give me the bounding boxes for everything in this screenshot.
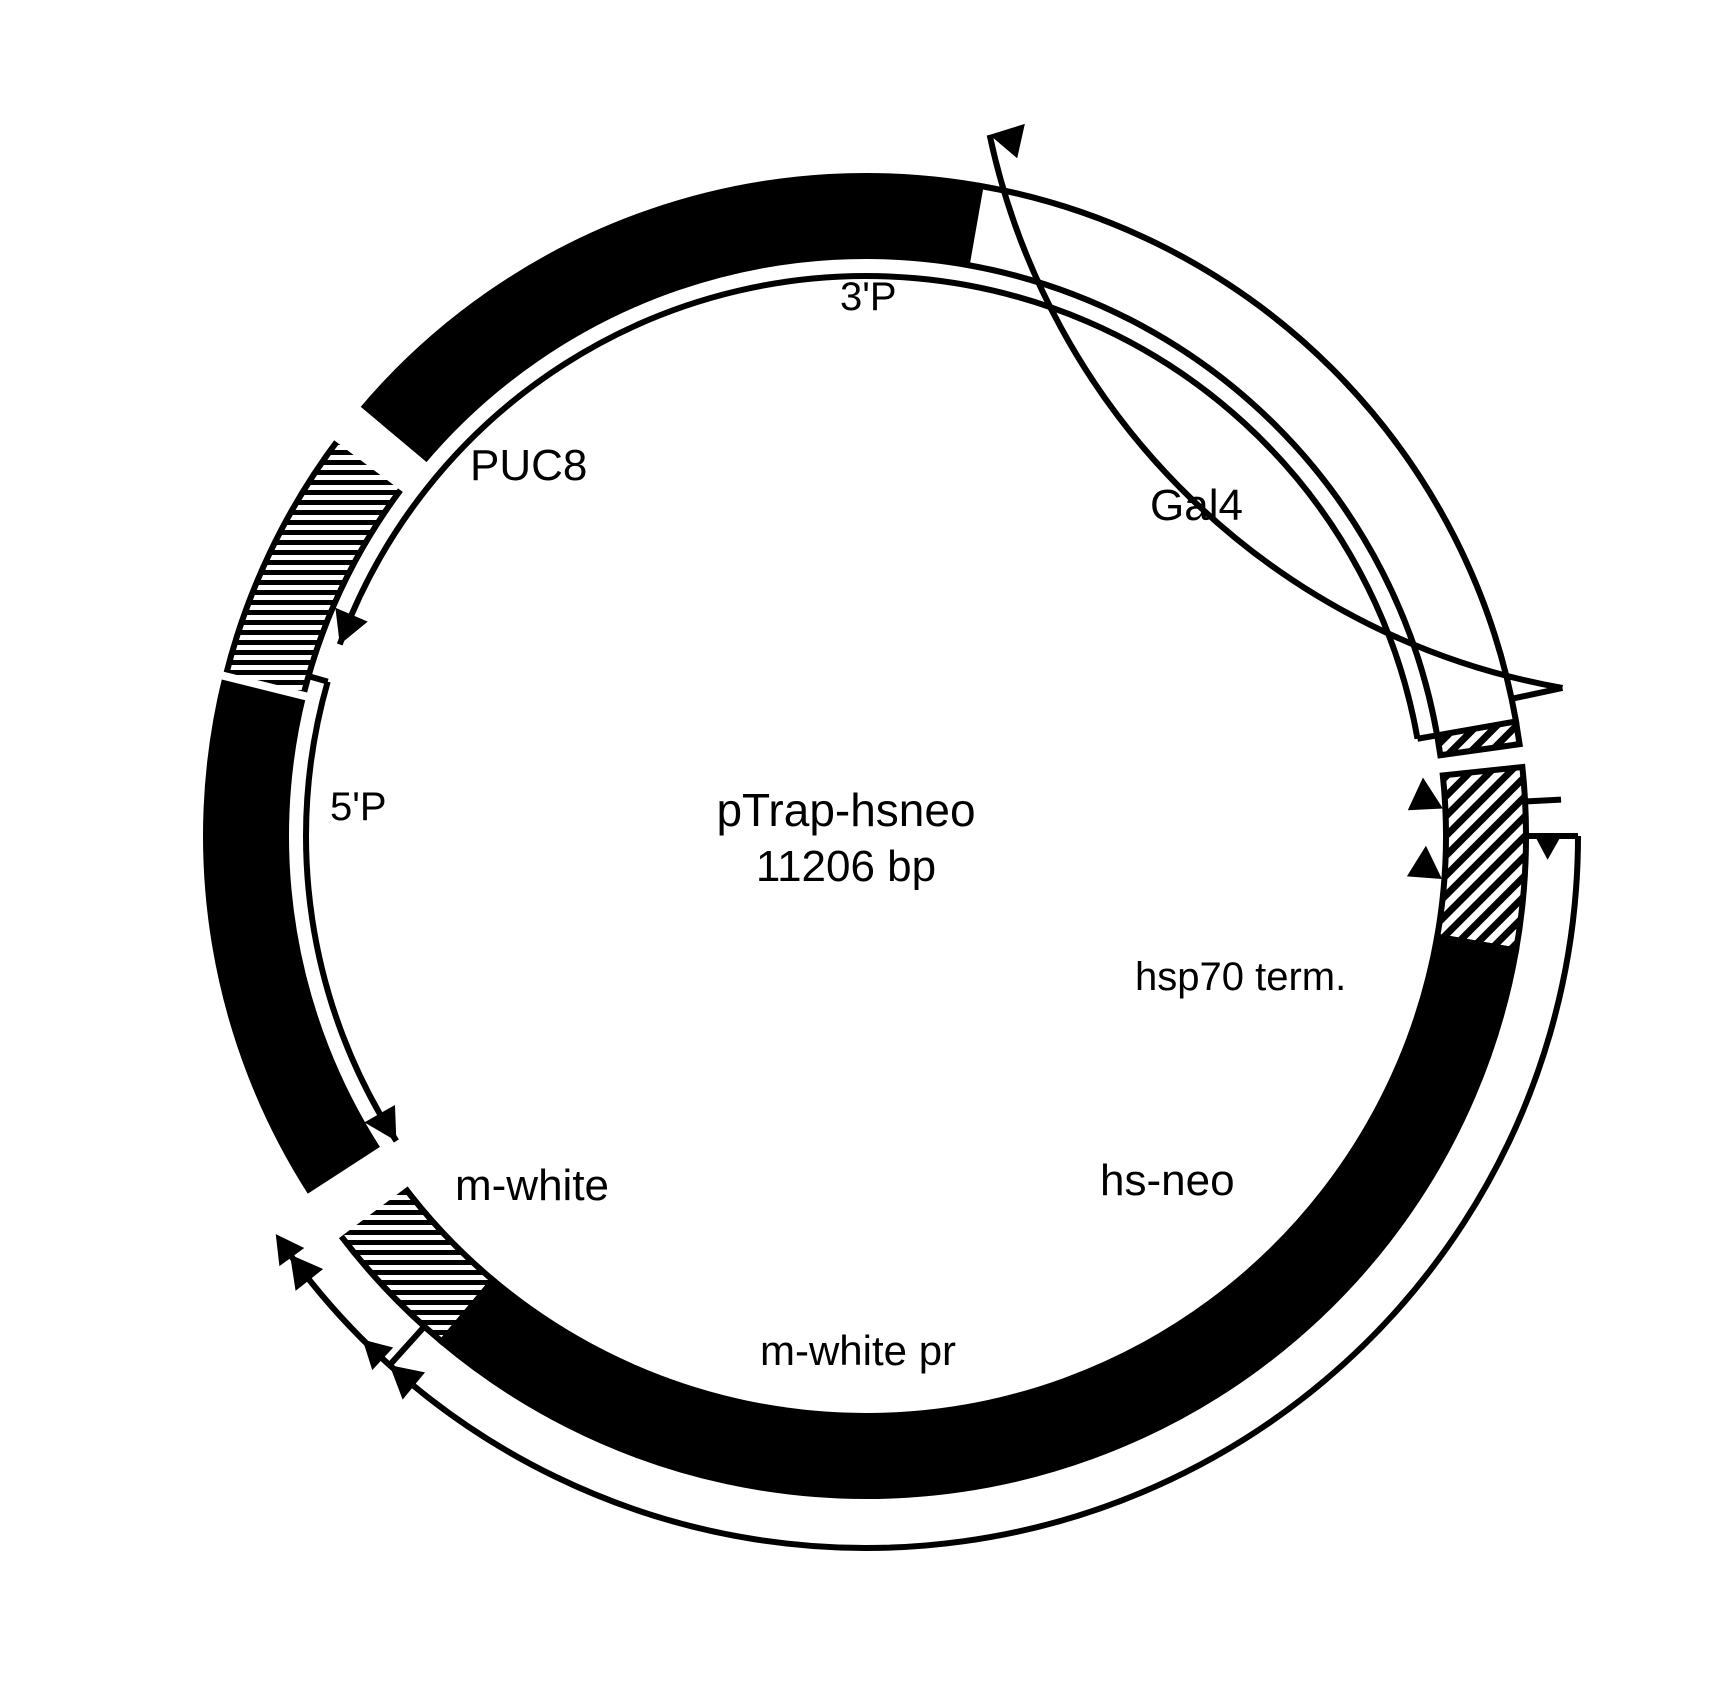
label-3p: 3'P [840,275,897,319]
origin-arrow [1535,836,1561,860]
segment-3p [1437,767,1526,951]
label-puc8: PUC8 [470,441,587,490]
plasmid-map: 3'P Gal4 hsp70 term. hs-neo m-white pr m-whit… [0,0,1732,1681]
label-gal4: Gal4 [1150,481,1243,530]
label-hsp70_term: hsp70 term. [1135,955,1346,999]
arc-tick-arc_mwhite [1417,735,1437,738]
label-mwhite_pr: m-white pr [760,1327,956,1374]
label-hs_neo: hs-neo [1100,1156,1235,1205]
label-mwhite: m-white [455,1161,609,1210]
label-5p: 5'P [330,785,387,829]
arrow2b-arc_mwhite [1407,846,1442,879]
arrow-arc_hsp70 [290,1255,323,1291]
arc-tick-arc_puc8 [1512,688,1563,699]
segment-hs_neo [206,676,380,1195]
arc-tick-arc_hsp70 [390,1326,425,1365]
origin-tick [1527,800,1561,802]
arrow2a-arc_mwhite [1408,777,1443,810]
arc-tick-arc_hsneo [308,676,327,682]
plasmid-name: pTrap-hsneo [716,784,975,836]
plasmid-size: 11206 bp [756,842,936,891]
segment-gal4 [442,937,1516,1496]
